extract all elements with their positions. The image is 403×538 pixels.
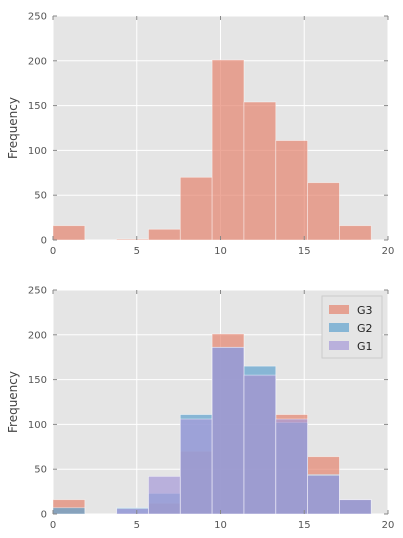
y-tick-label: 200 [28, 330, 47, 341]
x-tick-label: 0 [50, 246, 56, 257]
bar [179, 418, 213, 515]
legend-swatch [329, 341, 349, 350]
legend: G3 G2 G1 [321, 295, 383, 359]
legend-label: G2 [357, 322, 373, 335]
bar [116, 238, 149, 241]
x-tick-label: 5 [134, 246, 140, 257]
y-tick-label: 250 [28, 12, 47, 23]
y-tick-label: 100 [28, 420, 47, 431]
x-tick-label: 0 [50, 520, 56, 531]
legend-label: G3 [357, 304, 373, 317]
y-axis-label: Frequency [6, 97, 20, 159]
bar [275, 140, 308, 241]
bar [275, 418, 308, 515]
legend-swatch [329, 305, 349, 314]
series-1 [52, 59, 372, 241]
legend-label: G1 [357, 340, 373, 353]
y-tick-label: 150 [28, 375, 47, 386]
y-tick-label: 50 [34, 465, 47, 476]
bar [307, 475, 340, 515]
bar [307, 182, 340, 241]
x-tick-label: 15 [298, 246, 311, 257]
y-tick-label: 0 [41, 510, 47, 521]
y-tick-label: 100 [28, 146, 47, 157]
x-tick-label: 5 [134, 520, 140, 531]
bar [116, 508, 149, 515]
series-g1 [116, 346, 372, 515]
y-tick-label: 0 [41, 236, 47, 247]
bar [148, 475, 181, 515]
y-tick-label: 50 [34, 191, 47, 202]
y-tick-label: 200 [28, 56, 47, 67]
bar [211, 59, 245, 241]
bar [243, 374, 277, 515]
bar [339, 225, 372, 241]
x-tick-label: 20 [382, 246, 395, 257]
bar [52, 225, 86, 241]
bar [179, 176, 213, 241]
bar [148, 228, 181, 241]
bar [339, 499, 372, 515]
x-tick-label: 20 [382, 520, 395, 531]
bar [243, 101, 277, 241]
x-tick-label: 10 [214, 246, 227, 257]
y-axis-label: Frequency [6, 371, 20, 433]
x-tick-label: 10 [214, 520, 227, 531]
bar [52, 507, 86, 515]
y-tick-label: 150 [28, 101, 47, 112]
legend-swatch [329, 323, 349, 332]
y-tick-label: 250 [28, 286, 47, 297]
bar [211, 346, 245, 515]
x-tick-label: 15 [298, 520, 311, 531]
